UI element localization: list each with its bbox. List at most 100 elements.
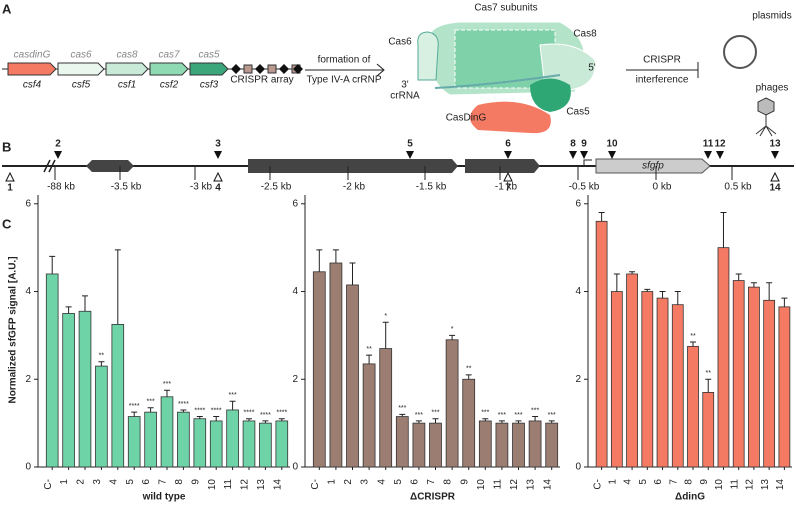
error-bar	[366, 354, 373, 364]
scale-label: 0.5 kb	[724, 182, 752, 193]
x-tick-label: 9	[459, 479, 470, 485]
error-bar	[196, 416, 203, 419]
site-label: 14	[769, 183, 781, 194]
y-tick-label: 4	[575, 286, 581, 297]
x-tick-label: 7	[426, 479, 437, 485]
error-bar	[382, 321, 389, 349]
complex-label: crRNA	[390, 91, 420, 102]
x-tick-label: 11	[729, 479, 740, 490]
bar	[329, 262, 343, 468]
x-tick-label: 1	[59, 479, 70, 485]
x-axis-label: ΔdinG	[675, 492, 705, 503]
significance: *	[384, 313, 387, 320]
step-label: Type IV-A crRNP	[306, 75, 381, 86]
x-tick-label: 6	[141, 479, 152, 485]
bar	[512, 422, 525, 468]
site-label: 6	[505, 139, 511, 150]
x-tick-label: 7	[668, 479, 679, 485]
repeat	[255, 64, 265, 74]
error-bar	[432, 418, 439, 424]
significance: ***	[415, 412, 423, 419]
significance: ****	[129, 403, 140, 410]
error-bar	[262, 420, 269, 424]
bar	[362, 363, 376, 468]
site-label: 9	[581, 139, 587, 150]
significance: *	[451, 326, 454, 333]
bar	[778, 306, 791, 468]
site-label: 11	[703, 139, 714, 150]
x-tick-label: C-	[43, 479, 54, 490]
x-tick-label: 10	[207, 479, 218, 491]
bar	[160, 396, 174, 468]
x-tick-label: 2	[343, 479, 354, 485]
plasmid-icon	[723, 35, 757, 69]
bar	[610, 291, 623, 468]
site-marker	[608, 151, 616, 159]
phage-icon	[755, 97, 777, 137]
site-marker	[770, 171, 780, 182]
gene	[86, 160, 134, 172]
gene	[149, 62, 189, 76]
gene	[57, 62, 105, 76]
crrna	[434, 74, 561, 89]
cas8	[539, 43, 596, 91]
significance: ***	[548, 412, 556, 419]
complex-label: 3'	[401, 80, 409, 91]
x-tick-label: 11	[223, 479, 234, 490]
scale-label: -3.5 kb	[111, 182, 142, 193]
error-bar	[766, 282, 773, 301]
gene	[248, 159, 458, 173]
bar	[95, 365, 108, 468]
y-tick-label: 4	[25, 286, 31, 297]
error-bar	[278, 418, 285, 421]
site-marker	[569, 151, 577, 159]
bar	[177, 411, 190, 468]
error-bar	[781, 297, 788, 307]
gene-alias: csf5	[72, 80, 91, 91]
error-bar	[332, 249, 339, 263]
bar	[462, 378, 476, 468]
bar	[702, 392, 715, 468]
site-marker	[406, 151, 414, 159]
error-bar	[180, 409, 187, 413]
bar	[62, 313, 75, 468]
x-tick-label: 6	[653, 479, 664, 485]
site-label: 10	[606, 139, 618, 150]
significance: ****	[194, 407, 205, 414]
significance: **	[366, 346, 372, 353]
x-tick-label: 1	[607, 479, 618, 485]
error-bar	[164, 389, 170, 397]
y-tick-label: 6	[575, 198, 581, 209]
repeat	[231, 64, 241, 74]
bar	[641, 291, 654, 468]
x-tick-label: 13	[256, 479, 267, 491]
significance: **	[690, 333, 696, 340]
x-tick-label: 4	[108, 479, 119, 485]
break	[43, 159, 56, 173]
panel-letter: C	[2, 216, 12, 231]
bar	[687, 345, 699, 468]
x-axis-label: ΔCRISPR	[410, 492, 456, 503]
x-tick-label: 13	[760, 479, 771, 491]
y-tick-label: 6	[25, 198, 31, 209]
site-label: 12	[714, 139, 726, 150]
bar	[111, 324, 125, 468]
significance: ****	[260, 412, 271, 419]
error-bar	[213, 416, 220, 421]
gene-name: cas7	[158, 50, 180, 61]
error-bar	[644, 288, 651, 292]
x-axis-label: wild type	[142, 492, 186, 503]
x-tick-label: C-	[592, 479, 603, 490]
complex-label: Cas6	[388, 37, 412, 48]
casding	[470, 101, 551, 134]
bar	[671, 304, 684, 468]
bar	[763, 299, 776, 468]
significance: ***	[514, 412, 522, 419]
error-bar	[613, 273, 620, 292]
significance: **	[466, 366, 472, 373]
scale-label: -1 kb	[495, 182, 518, 193]
bar	[193, 418, 207, 468]
x-tick-label: 7	[158, 479, 169, 485]
